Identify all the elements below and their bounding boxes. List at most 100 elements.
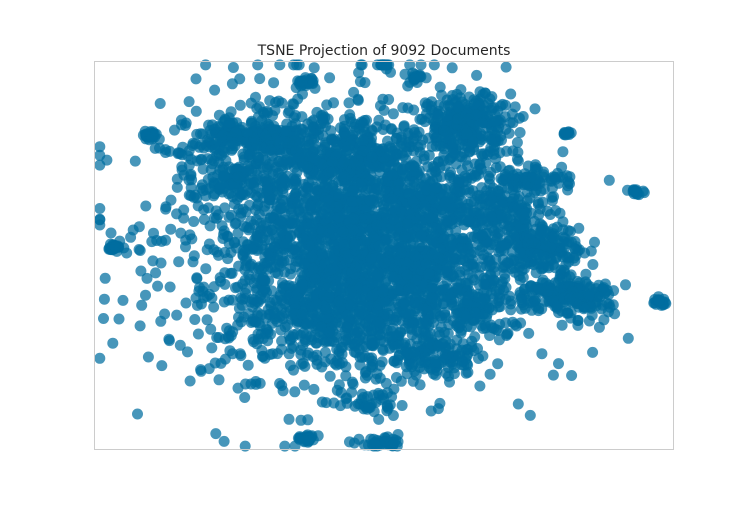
scatter-point <box>550 205 562 217</box>
scatter-point <box>210 428 222 440</box>
scatter-point <box>453 350 465 362</box>
scatter-point <box>356 388 368 400</box>
scatter-point <box>353 433 365 445</box>
scatter-point <box>296 111 308 123</box>
scatter-point <box>344 436 355 448</box>
scatter-point <box>407 196 419 207</box>
scatter-point <box>141 272 153 284</box>
scatter-point <box>306 251 318 263</box>
scatter-point <box>343 97 355 109</box>
scatter-point <box>388 355 400 367</box>
scatter-point <box>195 139 207 151</box>
scatter-point <box>367 361 378 373</box>
scatter-point <box>601 297 613 309</box>
scatter-point <box>295 358 307 370</box>
scatter-point <box>310 299 322 311</box>
scatter-point <box>602 306 614 318</box>
scatter-point <box>368 389 379 401</box>
scatter-point <box>419 356 431 368</box>
scatter-point <box>328 397 340 409</box>
scatter-point <box>548 191 559 203</box>
scatter-point <box>471 69 483 81</box>
scatter-point <box>516 208 528 220</box>
scatter-point <box>410 274 422 286</box>
scatter-point <box>538 166 550 178</box>
scatter-point <box>468 205 480 217</box>
scatter-point <box>238 244 250 256</box>
scatter-point <box>316 396 328 408</box>
scatter-point <box>494 226 506 238</box>
scatter-point <box>101 154 113 166</box>
scatter-point <box>429 248 441 260</box>
scatter-point <box>219 278 231 290</box>
scatter-point <box>338 171 350 182</box>
scatter-point <box>347 224 359 236</box>
scatter-point <box>267 348 279 360</box>
scatter-point <box>288 364 299 376</box>
scatter-point <box>303 133 315 144</box>
scatter-point <box>234 348 246 360</box>
scatter-point <box>381 405 393 417</box>
scatter-point <box>349 239 361 251</box>
scatter-point <box>280 125 292 137</box>
scatter-point <box>140 200 152 212</box>
scatter-point <box>572 315 584 326</box>
scatter-point <box>356 176 368 188</box>
scatter-point <box>209 84 221 96</box>
scatter-point <box>564 293 576 305</box>
scatter-point <box>395 375 407 387</box>
scatter-point <box>308 152 320 164</box>
scatter-point <box>190 73 202 85</box>
scatter-point <box>265 144 277 156</box>
scatter-point <box>276 194 288 206</box>
scatter-point <box>165 223 177 235</box>
scatter-point <box>529 215 540 227</box>
scatter-point <box>323 194 335 206</box>
scatter-point <box>217 129 229 141</box>
scatter-point <box>496 240 507 252</box>
scatter-point <box>132 408 143 420</box>
scatter-point <box>409 250 421 262</box>
scatter-point <box>328 97 339 109</box>
scatter-point <box>384 141 396 153</box>
scatter-point <box>454 316 466 328</box>
scatter-point <box>513 112 525 124</box>
scatter-point <box>445 192 457 204</box>
scatter-point <box>375 100 386 112</box>
scatter-point <box>289 135 301 147</box>
scatter-point <box>315 321 327 333</box>
scatter-point <box>245 187 257 199</box>
scatter-point <box>400 170 412 182</box>
scatter-point <box>371 219 383 231</box>
scatter-point <box>142 351 154 363</box>
scatter-point <box>268 77 280 89</box>
scatter-point <box>187 137 199 149</box>
scatter-point <box>237 278 249 290</box>
scatter-point <box>542 285 554 297</box>
scatter-point <box>261 118 272 130</box>
scatter-point <box>378 207 389 218</box>
scatter-point <box>308 62 320 74</box>
scatter-point <box>243 164 255 176</box>
scatter-point <box>300 329 312 341</box>
scatter-point <box>273 155 285 167</box>
scatter-point <box>156 360 168 372</box>
scatter-point <box>113 313 125 325</box>
scatter-point <box>579 247 591 259</box>
scatter-point <box>470 109 482 121</box>
scatter-point <box>281 237 293 249</box>
scatter-point <box>253 101 265 113</box>
scatter-point <box>401 146 413 158</box>
scatter-point <box>388 436 400 448</box>
scatter-point <box>346 293 358 305</box>
scatter-point <box>363 402 375 414</box>
scatter-point <box>192 328 204 340</box>
scatter-point <box>476 117 488 129</box>
scatter-point <box>264 212 276 224</box>
scatter-point <box>277 283 289 295</box>
scatter-point <box>485 211 497 222</box>
scatter-point <box>163 333 175 345</box>
scatter-point <box>491 297 503 309</box>
scatter-point <box>507 316 519 328</box>
scatter-point <box>357 117 369 129</box>
